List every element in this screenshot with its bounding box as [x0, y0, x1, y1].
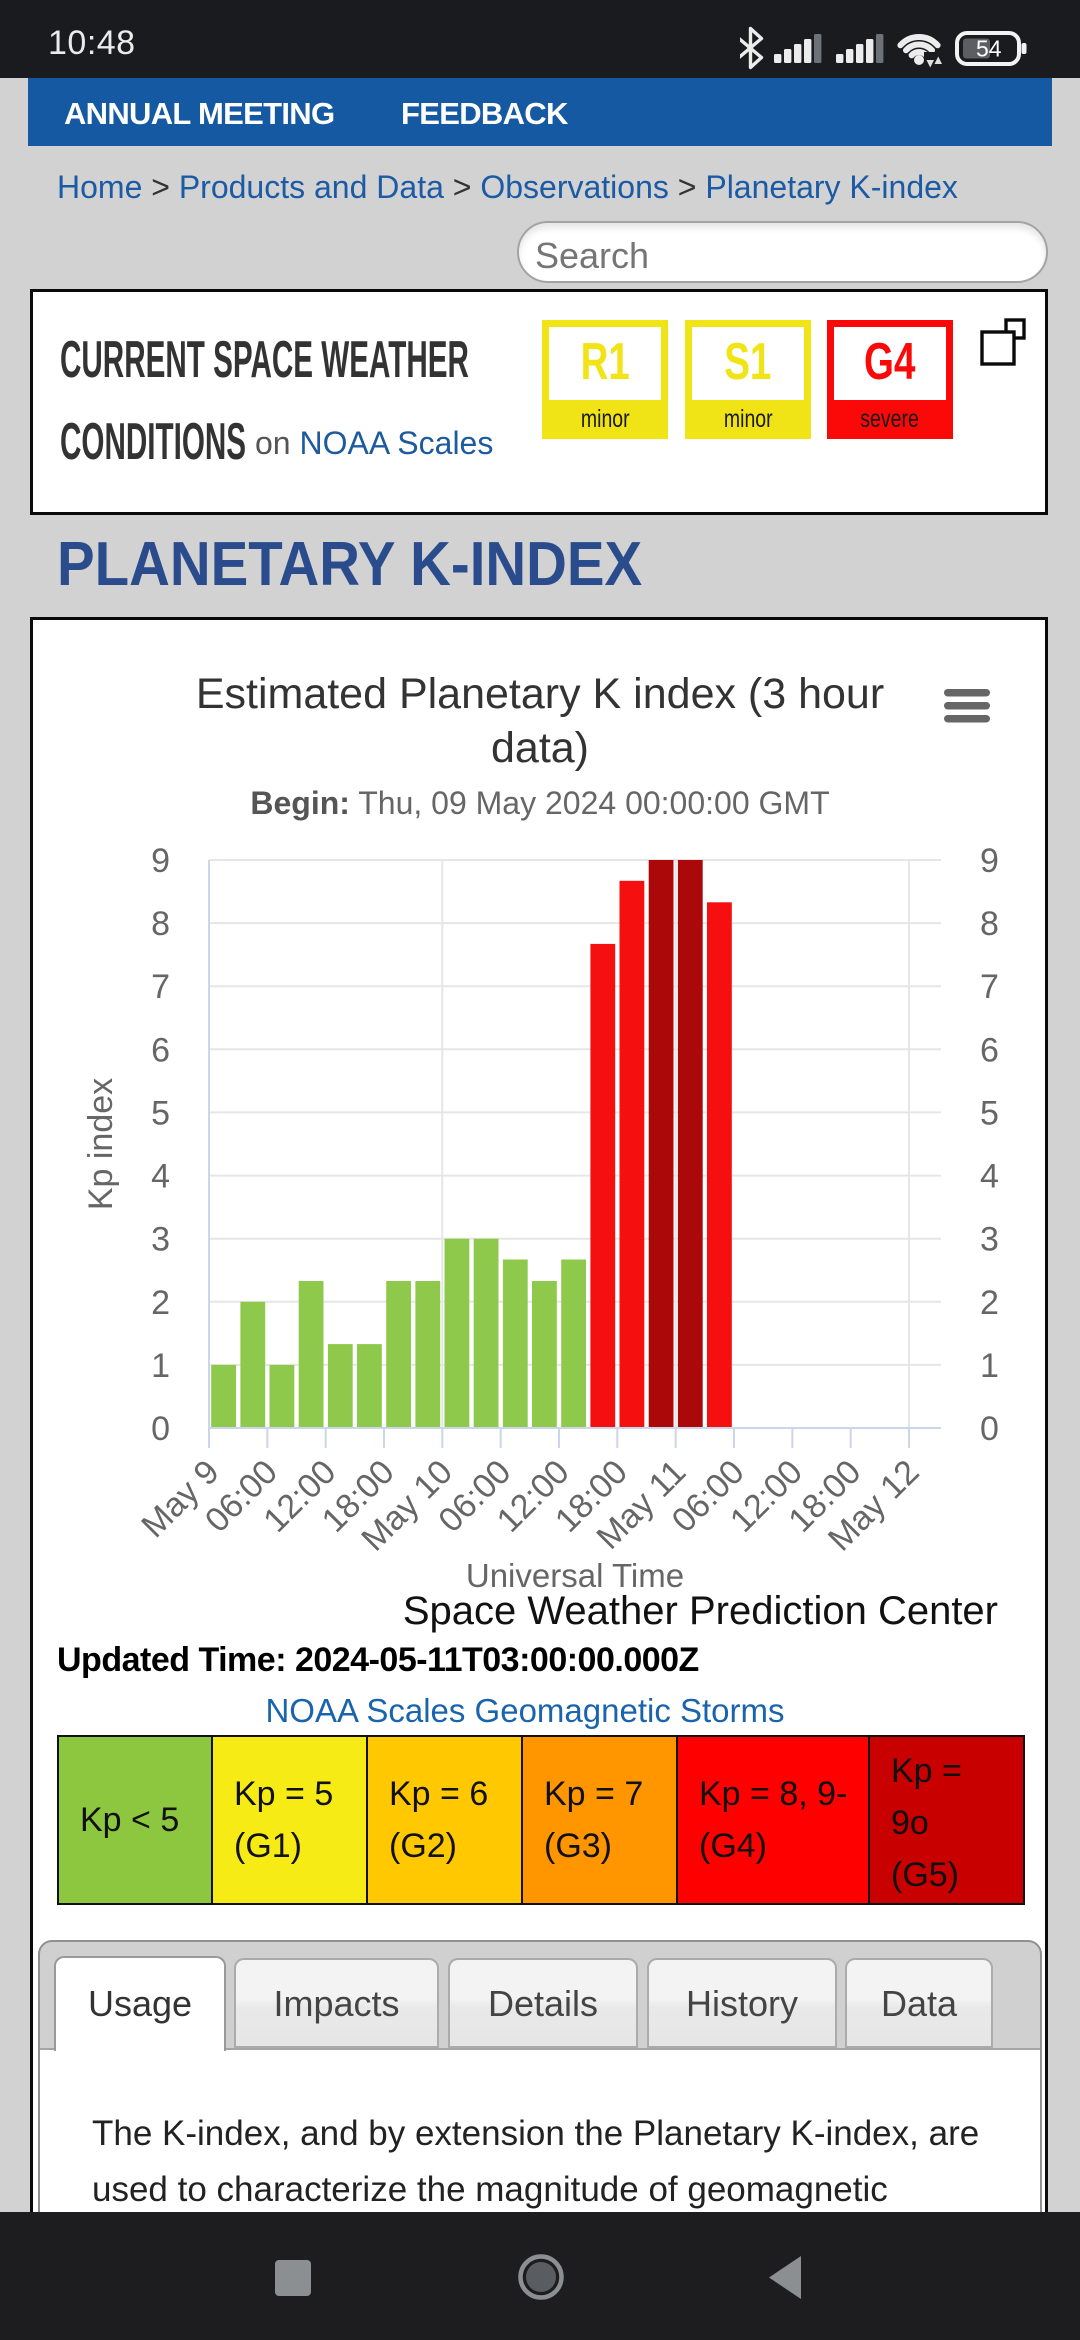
svg-text:3: 3 — [980, 1221, 999, 1259]
svg-text:9: 9 — [151, 842, 170, 880]
svg-text:2: 2 — [980, 1284, 999, 1322]
svg-text:7: 7 — [151, 968, 170, 1006]
svg-text:Kp index: Kp index — [82, 1078, 120, 1210]
svg-text:6: 6 — [151, 1031, 170, 1069]
svg-text:2: 2 — [151, 1284, 170, 1322]
svg-text:Space Weather Prediction Cente: Space Weather Prediction Center — [403, 1589, 998, 1633]
svg-text:4: 4 — [151, 1158, 170, 1196]
svg-text:1: 1 — [151, 1347, 170, 1385]
svg-text:4: 4 — [980, 1158, 999, 1196]
svg-text:3: 3 — [151, 1221, 170, 1259]
svg-text:0: 0 — [151, 1410, 170, 1448]
svg-text:Universal Time: Universal Time — [466, 1557, 684, 1594]
svg-text:data): data) — [491, 724, 589, 772]
svg-text:Estimated Planetary K index (3: Estimated Planetary K index (3 hour — [196, 670, 884, 718]
svg-text:8: 8 — [151, 905, 170, 943]
svg-text:0: 0 — [980, 1410, 999, 1448]
svg-text:5: 5 — [980, 1094, 999, 1132]
svg-text:Begin: Thu, 09 May 2024 00:00:: Begin: Thu, 09 May 2024 00:00:00 GMT — [250, 785, 829, 821]
svg-text:1: 1 — [980, 1347, 999, 1385]
svg-text:8: 8 — [980, 905, 999, 943]
svg-text:9: 9 — [980, 842, 999, 880]
svg-text:6: 6 — [980, 1031, 999, 1069]
svg-text:54: 54 — [976, 36, 1002, 62]
svg-text:7: 7 — [980, 968, 999, 1006]
svg-text:5: 5 — [151, 1094, 170, 1132]
